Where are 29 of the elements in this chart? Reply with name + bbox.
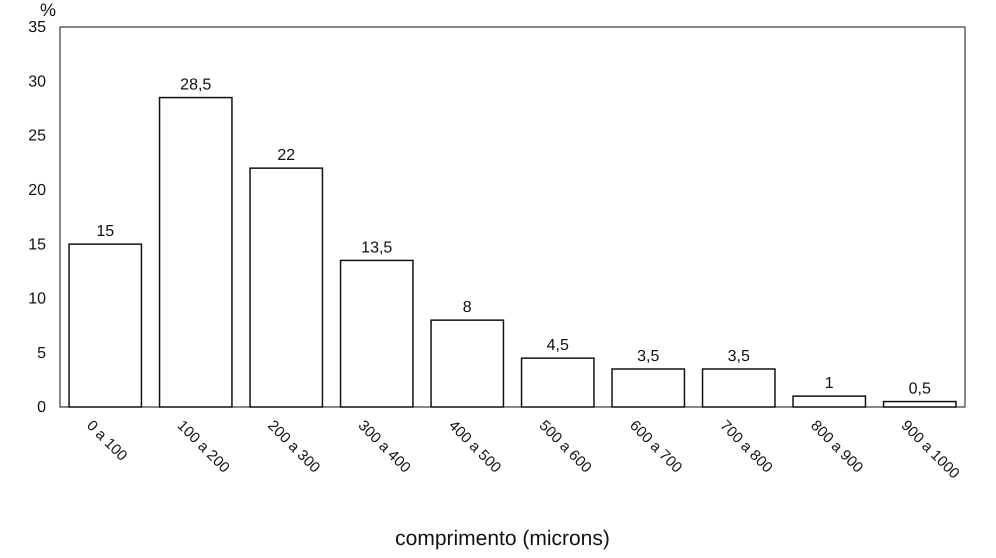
x-tick-label: 200 a 300: [264, 417, 324, 476]
x-tick-label: 500 a 600: [536, 417, 595, 476]
y-axis-title: %: [40, 0, 56, 20]
y-tick-label: 10: [28, 290, 46, 308]
data-label: 4,5: [546, 337, 569, 354]
y-tick-label: 0: [37, 399, 46, 416]
x-tick-label: 300 a 400: [354, 417, 414, 476]
data-label: 22: [277, 147, 296, 164]
data-label: 28,5: [180, 76, 212, 94]
y-tick-label: 15: [28, 236, 46, 254]
y-tick-label: 35: [28, 19, 46, 36]
x-tick-label: 600 a 700: [626, 417, 686, 476]
y-tick-label: 5: [37, 344, 46, 362]
y-tick-label: 25: [28, 128, 46, 145]
y-tick-label: 20: [28, 182, 46, 199]
x-axis-title: comprimento (microns): [395, 527, 610, 550]
x-tick-label: 700 a 800: [716, 417, 776, 476]
data-label: 13,5: [361, 239, 392, 256]
x-tick-label: 800 a 900: [807, 417, 866, 476]
data-label: 15: [96, 223, 114, 240]
data-label: 1: [824, 375, 834, 392]
data-label: 0,5: [908, 380, 931, 398]
x-tick-label: 100 a 200: [174, 417, 233, 476]
data-label: 3,5: [728, 348, 750, 365]
x-tick-label: 0 a 100: [83, 417, 131, 465]
y-tick-label: 30: [28, 73, 46, 90]
data-label: 8: [462, 299, 472, 316]
data-label: 3,5: [637, 348, 660, 365]
x-tick-label: 400 a 500: [445, 417, 504, 476]
